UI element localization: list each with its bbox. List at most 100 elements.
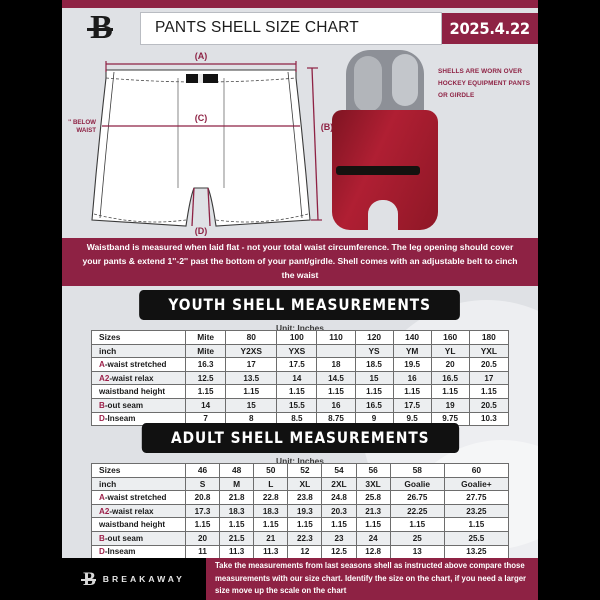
row-label: B-out seam <box>91 530 186 546</box>
table-cell: 120 <box>354 330 394 345</box>
row-label-prefix: D <box>99 547 105 557</box>
table-cell: 1.15 <box>321 517 357 532</box>
table-cell: 26.75 <box>389 490 445 505</box>
table-cell: 15 <box>354 370 394 386</box>
table-cell: YM <box>392 343 432 359</box>
table-cell: 1.15 <box>392 384 432 399</box>
table-cell: 1.15 <box>219 517 255 532</box>
row-label: D-Inseam <box>91 411 186 427</box>
table-row: waistband height 1.15 1.15 1.15 1.15 1.15 1.15… <box>91 384 510 399</box>
table-cell: 18.5 <box>354 357 394 372</box>
footer-brand-logo: B BREAKAWAY <box>62 558 206 600</box>
table-cell: 20.3 <box>321 503 357 519</box>
table-row: inch Mite Y2XS YXS YS YM YL YXL <box>91 343 510 359</box>
table-cell: YXS <box>276 343 318 359</box>
table-cell: 56 <box>355 463 391 478</box>
table-cell: 1.15 <box>354 384 394 399</box>
table-cell: 12.8 <box>355 544 391 560</box>
table-cell: 20.8 <box>184 490 221 505</box>
row-label-prefix: A <box>99 492 105 502</box>
row-label: A2-waist relax <box>91 370 186 386</box>
table-cell: 1.15 <box>389 517 445 532</box>
table-cell: 18.3 <box>253 503 289 519</box>
row-label: A2-waist relax <box>91 503 186 519</box>
table-cell: Goalie+ <box>443 476 510 492</box>
table-cell: 1.15 <box>316 384 356 399</box>
table-cell: 19.5 <box>392 357 432 372</box>
footer-monogram-icon: B <box>81 568 96 590</box>
table-cell: 23.8 <box>287 490 323 505</box>
table-cell: L <box>253 476 289 492</box>
table-cell: 17.5 <box>276 357 318 372</box>
diagram-label-a: (A) <box>195 51 208 61</box>
row-label-prefix: B <box>99 400 105 410</box>
table-cell: 23 <box>321 530 357 546</box>
row-label: Sizes <box>91 330 186 345</box>
table-cell: 1.15 <box>443 517 510 532</box>
top-accent-strip <box>62 0 538 8</box>
table-cell: 15.5 <box>276 397 318 413</box>
table-cell: 50 <box>253 463 289 478</box>
table-cell: 48 <box>219 463 255 478</box>
table-cell: YXL <box>468 343 510 359</box>
table-cell: 20 <box>430 357 470 372</box>
table-row: A-waist stretched 16.3 17 17.5 18 18.5 19.5 20 2… <box>91 357 510 372</box>
row-label: waistband height <box>91 517 186 532</box>
diagram-label-b: (B) <box>321 122 334 132</box>
row-label: inch <box>91 343 186 359</box>
table-cell: S <box>184 476 221 492</box>
table-row: B-out seam 20 21.5 21 22.3 23 24 25 25.5 <box>91 530 510 546</box>
table-cell: Goalie <box>389 476 445 492</box>
table-cell: 14 <box>276 370 318 386</box>
table-cell: M <box>219 476 255 492</box>
table-cell: 20.5 <box>468 357 510 372</box>
table-cell: 1.15 <box>276 384 318 399</box>
row-label-prefix: A2 <box>99 373 110 383</box>
table-cell: 25 <box>389 530 445 546</box>
table-cell: Mite <box>184 343 227 359</box>
table-cell: 1.15 <box>287 517 323 532</box>
table-cell: 46 <box>184 463 221 478</box>
row-label: D-Inseam <box>91 544 186 560</box>
diagram-label-d: (D) <box>195 226 208 236</box>
table-cell: 19 <box>430 397 470 413</box>
table-cell: 160 <box>430 330 470 345</box>
measurement-instruction-text: Waistband is measured when laid flat - n… <box>82 242 518 280</box>
table-cell: 1.15 <box>225 384 278 399</box>
table-cell: 17 <box>468 370 510 386</box>
table-cell: 22.3 <box>287 530 323 546</box>
table-cell: YS <box>354 343 394 359</box>
table-row: D-Inseam 11 11.3 11.3 12 12.5 12.8 13 13.25 <box>91 544 510 560</box>
row-label: Sizes <box>91 463 186 478</box>
table-cell: 16.5 <box>430 370 470 386</box>
table-cell: 27.75 <box>443 490 510 505</box>
table-cell: 25.8 <box>355 490 391 505</box>
table-cell: 21.5 <box>219 530 255 546</box>
table-cell: 11.3 <box>253 544 289 560</box>
red-shell-product <box>332 110 438 230</box>
product-photo <box>330 50 440 230</box>
table-row: Sizes Mite 80 100 110 120 140 160 180 <box>91 330 510 345</box>
table-cell: 19.3 <box>287 503 323 519</box>
diagram-label-c: (C) <box>195 113 208 123</box>
row-label: waistband height <box>91 384 186 399</box>
table-cell: 10.3 <box>468 411 510 427</box>
page-title: PANTS SHELL SIZE CHART <box>140 11 442 45</box>
table-cell: 21.3 <box>355 503 391 519</box>
table-row: Sizes 46 48 50 52 54 56 58 60 <box>91 463 510 478</box>
adult-section-header: ADULT SHELL MEASUREMENTS Unit: Inches <box>62 423 538 466</box>
table-cell: 2XL <box>321 476 357 492</box>
table-cell: 140 <box>392 330 432 345</box>
table-row: A2-waist relax 12.5 13.5 14 14.5 15 16 16.5 17 <box>91 370 510 386</box>
table-cell: 17.3 <box>184 503 221 519</box>
page-title-text: PANTS SHELL SIZE CHART <box>155 19 359 36</box>
table-cell: 110 <box>316 330 356 345</box>
table-cell: 14.5 <box>316 370 356 386</box>
table-cell: 60 <box>443 463 510 478</box>
footer-instruction-text: Take the measurements from last seasons … <box>215 561 527 596</box>
table-cell: 12.5 <box>184 370 227 386</box>
brand-logo-icon: B <box>62 8 140 48</box>
table-cell: 18 <box>316 357 356 372</box>
table-cell: 21.8 <box>219 490 255 505</box>
